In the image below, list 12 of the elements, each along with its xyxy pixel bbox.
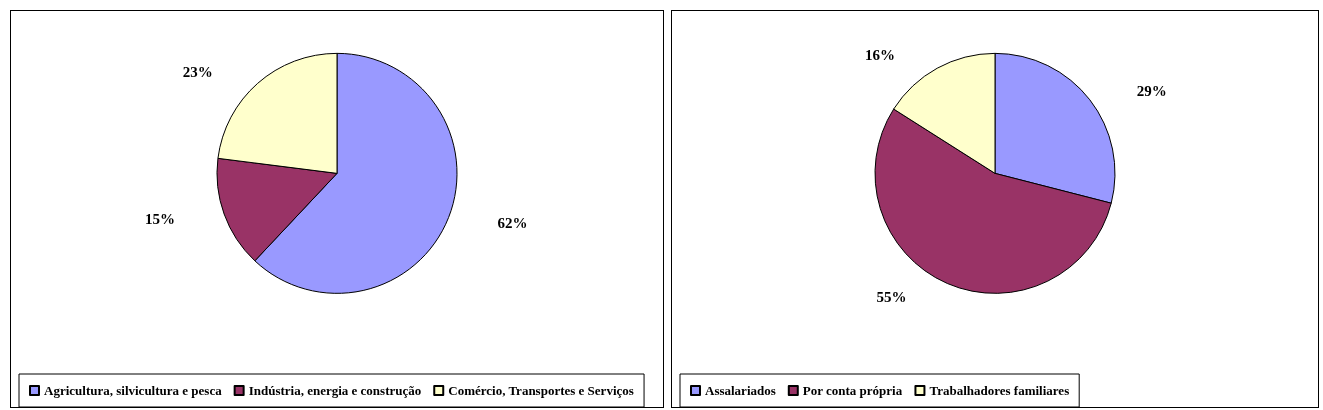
data-label: 55%: [876, 289, 907, 306]
data-label: 15%: [144, 211, 175, 228]
data-label: 62%: [497, 215, 528, 232]
legend-label: Comércio, Transportes e Serviços: [448, 383, 634, 398]
data-label: 16%: [864, 47, 895, 64]
legend-label: Agricultura, silvicultura e pesca: [44, 383, 223, 398]
data-label: 23%: [182, 64, 213, 81]
data-label: 29%: [1136, 82, 1167, 99]
legend-label: Indústria, energia e construção: [248, 383, 422, 398]
legend-label: Trabalhadores familiares: [929, 383, 1070, 398]
legend-label: Assalariados: [705, 383, 776, 398]
legend-label: Por conta própria: [802, 383, 903, 398]
